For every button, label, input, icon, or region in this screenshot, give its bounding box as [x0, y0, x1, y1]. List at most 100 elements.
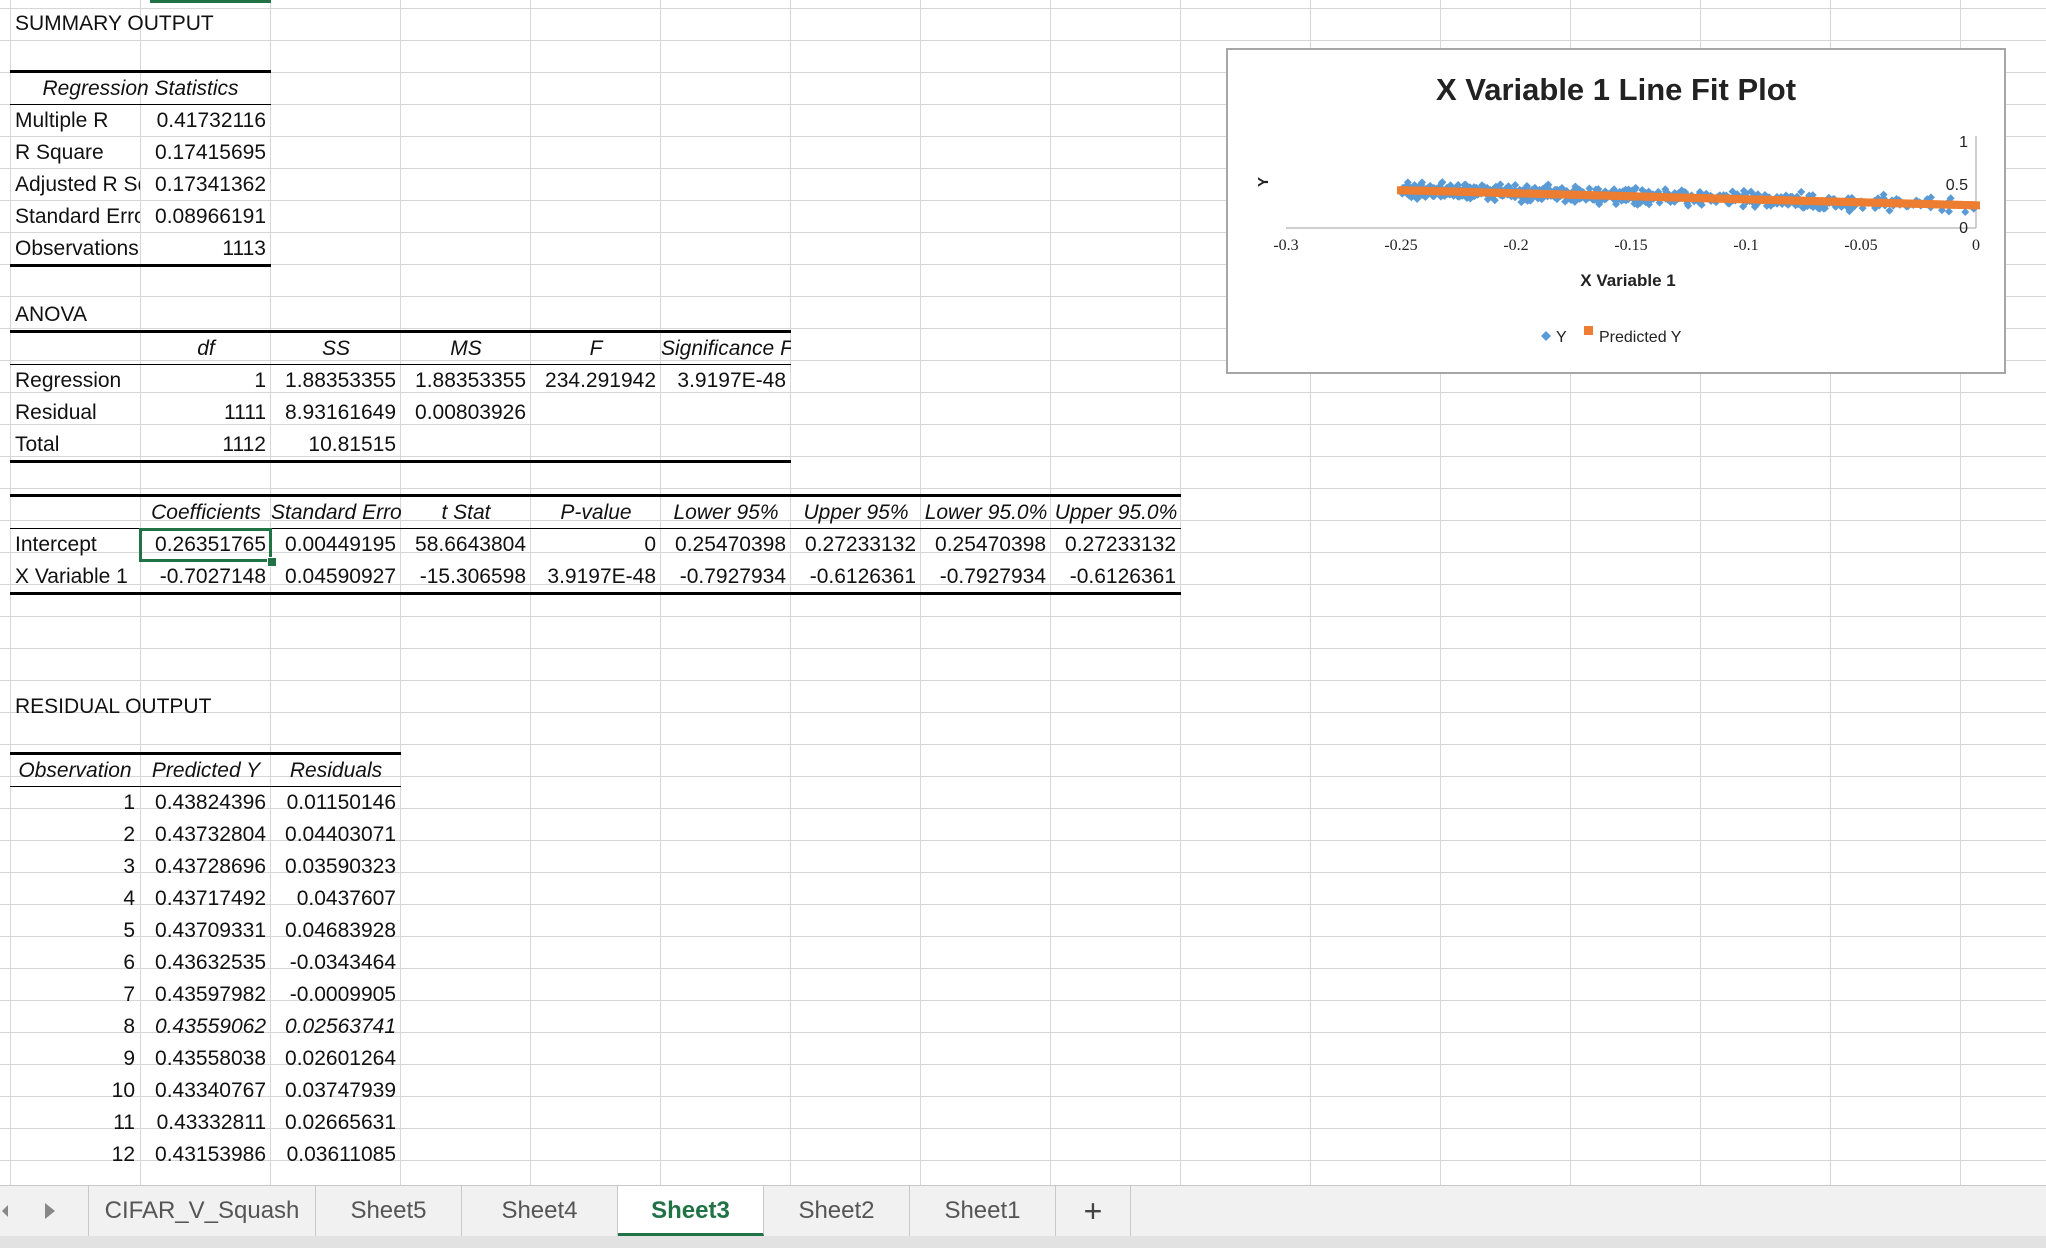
residual-observation[interactable]: 4	[123, 887, 135, 910]
coef-cell[interactable]: 0	[644, 533, 656, 556]
anova-cell[interactable]: 10.81515	[308, 433, 396, 456]
chart-x-tick-label: -0.3	[1273, 237, 1298, 254]
residual-observation[interactable]: 7	[123, 983, 135, 1006]
anova-cell[interactable]: 1112	[222, 433, 266, 456]
sheet-tab[interactable]: Sheet5	[316, 1186, 462, 1236]
residual-value[interactable]: 0.02563741	[285, 1015, 396, 1038]
anova-cell[interactable]: 234.291942	[545, 369, 656, 392]
chart-x-tick-label: -0.1	[1733, 237, 1758, 254]
data-point-y	[1611, 200, 1620, 209]
coef-cell[interactable]: 0.27233132	[805, 533, 916, 556]
residual-value[interactable]: 0.04683928	[285, 919, 396, 942]
residual-predicted[interactable]: 0.43732804	[155, 823, 266, 846]
coef-cell[interactable]: 0.25470398	[935, 533, 1046, 556]
coef-cell[interactable]: 0.00449195	[285, 533, 396, 556]
residual-predicted[interactable]: 0.43632535	[155, 951, 266, 974]
residual-value[interactable]: -0.0343464	[289, 951, 396, 974]
fill-handle[interactable]	[267, 557, 277, 567]
residual-value[interactable]: -0.0009905	[289, 983, 396, 1006]
anova-cell[interactable]: 8.93161649	[285, 401, 396, 424]
sheet-tab[interactable]: CIFAR_V_Squash	[88, 1186, 316, 1236]
chart-y-tick-label: 0	[1959, 220, 1968, 237]
residual-observation[interactable]: 5	[123, 919, 135, 942]
coef-cell[interactable]: 0.27233132	[1065, 533, 1176, 556]
sheet-tab[interactable]: Sheet1	[910, 1186, 1056, 1236]
residual-predicted[interactable]: 0.43717492	[155, 887, 266, 910]
sheet-tab[interactable]: Sheet4	[462, 1186, 618, 1236]
anova-cell[interactable]: 1	[254, 369, 266, 392]
chart-x-tick-label: -0.05	[1844, 237, 1877, 254]
coef-bottom-border	[10, 592, 1181, 595]
anova-cell[interactable]: 1.88353355	[285, 369, 396, 392]
reg-stat-value[interactable]: 0.41732116	[156, 109, 266, 132]
residual-observation[interactable]: 3	[123, 855, 135, 878]
residual-observation[interactable]: 10	[111, 1079, 135, 1102]
reg-stat-value[interactable]: 0.08966191	[155, 205, 266, 228]
residual-predicted[interactable]: 0.43728696	[155, 855, 266, 878]
coef-cell[interactable]: 3.9197E-48	[547, 565, 656, 588]
line-fit-chart[interactable]: X Variable 1 Line Fit Plot Y X Variable …	[1226, 48, 2006, 374]
anova-header: F	[589, 337, 603, 360]
residual-observation[interactable]: 9	[123, 1047, 135, 1070]
residual-value[interactable]: 0.01150146	[286, 791, 396, 814]
residual-predicted[interactable]: 0.43709331	[155, 919, 266, 942]
coef-header: Coefficients	[151, 501, 261, 524]
residual-observation[interactable]: 11	[113, 1111, 135, 1134]
residual-predicted[interactable]: 0.43558038	[155, 1047, 266, 1070]
scroll-tabs-left-icon[interactable]	[0, 1196, 30, 1226]
residual-observation[interactable]: 6	[123, 951, 135, 974]
selected-cell[interactable]	[139, 528, 272, 562]
coef-cell[interactable]: 0.26351765	[155, 533, 266, 556]
legend-marker-predicted-y	[1584, 326, 1593, 335]
sheet-tab[interactable]: Sheet2	[764, 1186, 910, 1236]
residual-predicted[interactable]: 0.43153986	[155, 1143, 266, 1166]
reg-stat-value[interactable]: 0.17341362	[155, 173, 266, 196]
coef-cell[interactable]: 0.25470398	[675, 533, 786, 556]
reg-stat-value[interactable]: 0.17415695	[155, 141, 266, 164]
anova-cell[interactable]: 1.88353355	[415, 369, 526, 392]
coef-header: Lower 95%	[673, 501, 779, 524]
scroll-tabs-right-icon[interactable]	[34, 1196, 64, 1226]
residual-predicted[interactable]: 0.43597982	[155, 983, 266, 1006]
coef-cell[interactable]: -0.7027148	[159, 565, 266, 588]
spreadsheet-grid[interactable]: SUMMARY OUTPUT Regression Statistics Mul…	[0, 0, 2046, 1185]
anova-cell[interactable]: 1111	[223, 401, 266, 424]
data-point-y	[1490, 196, 1499, 205]
residual-value[interactable]: 0.04403071	[285, 823, 396, 846]
residual-value[interactable]: 0.02665631	[285, 1111, 396, 1134]
residual-observation[interactable]: 1	[123, 791, 135, 814]
reg-stat-label: Multiple R	[15, 109, 109, 132]
data-point-y	[1739, 202, 1748, 211]
reg-stat-value[interactable]: 1113	[222, 237, 266, 260]
residual-predicted[interactable]: 0.43559062	[155, 1015, 266, 1038]
residual-value[interactable]: 0.0437607	[296, 887, 396, 910]
anova-cell[interactable]: 0.00803926	[415, 401, 526, 424]
legend-label-predicted-y: Predicted Y	[1599, 329, 1682, 346]
coef-cell[interactable]: -0.7927934	[679, 565, 786, 588]
residual-header: Residuals	[289, 759, 383, 782]
residual-predicted[interactable]: 0.43332811	[156, 1111, 266, 1134]
coef-cell[interactable]: -0.7927934	[939, 565, 1046, 588]
coef-cell[interactable]: 0.04590927	[285, 565, 396, 588]
anova-row-label: Residual	[15, 401, 97, 424]
residual-observation[interactable]: 8	[123, 1015, 135, 1038]
coef-cell[interactable]: -15.306598	[419, 565, 526, 588]
residual-predicted[interactable]: 0.43340767	[155, 1079, 266, 1102]
residual-value[interactable]: 0.03590323	[285, 855, 396, 878]
coef-cell[interactable]: -0.6126361	[1069, 565, 1176, 588]
chart-svg: X Variable 1 Line Fit Plot Y X Variable …	[1255, 72, 1980, 346]
coef-cell[interactable]: 58.6643804	[415, 533, 526, 556]
sheet-tab-active[interactable]: Sheet3	[618, 1186, 764, 1236]
anova-cell[interactable]: 3.9197E-48	[677, 369, 786, 392]
add-sheet-button[interactable]: +	[1056, 1186, 1131, 1236]
residual-value[interactable]: 0.02601264	[285, 1047, 396, 1070]
residual-value[interactable]: 0.03611085	[286, 1143, 396, 1166]
residual-observation[interactable]: 12	[111, 1143, 135, 1166]
residual-value[interactable]: 0.03747939	[285, 1079, 396, 1102]
coef-cell[interactable]: -0.6126361	[809, 565, 916, 588]
data-point-y	[1585, 184, 1594, 193]
data-point-y	[1638, 186, 1647, 195]
residual-predicted[interactable]: 0.43824396	[155, 791, 266, 814]
residual-observation[interactable]: 2	[123, 823, 135, 846]
data-point-y	[1961, 207, 1970, 216]
